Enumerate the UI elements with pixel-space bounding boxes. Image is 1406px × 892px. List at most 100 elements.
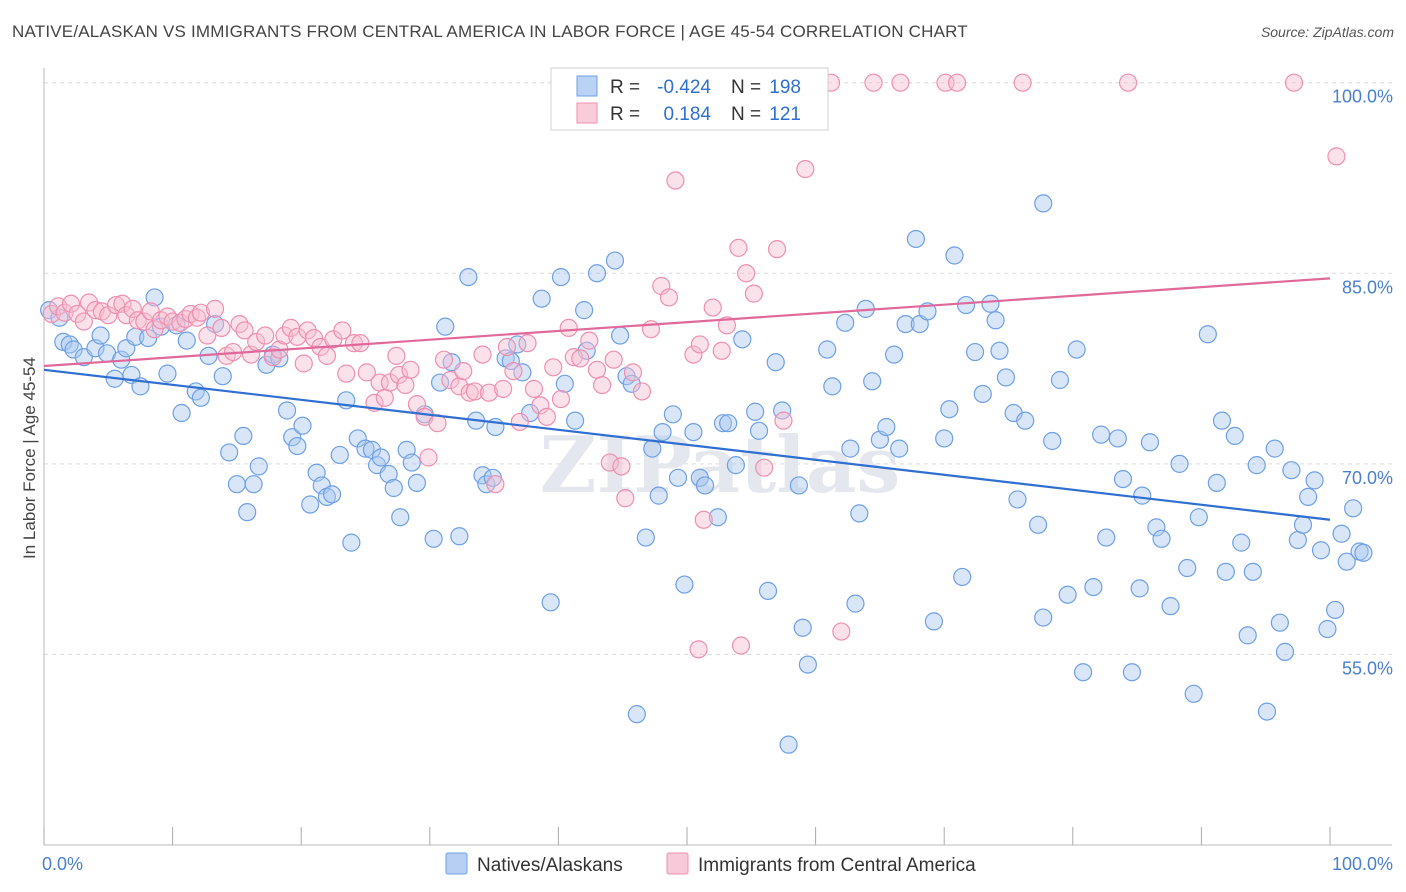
native-point-143	[1016, 411, 1035, 430]
native-point-92	[653, 422, 672, 442]
immigrant-point-42	[298, 321, 317, 340]
immigrant-point-111	[767, 240, 787, 259]
native-point-173	[1238, 626, 1257, 645]
native-point-94	[668, 468, 688, 487]
native-point-135	[965, 342, 985, 362]
native-point-111	[793, 618, 812, 637]
native-point-190	[1344, 499, 1363, 518]
y-tick-label-0: 100.0%	[1332, 87, 1393, 107]
native-point-106	[758, 581, 778, 601]
immigrant-point-64	[434, 350, 454, 369]
native-point-118	[850, 504, 869, 523]
native-point-184	[1305, 471, 1324, 490]
native-point-31	[244, 475, 263, 494]
x-tick-label-right: 100.0%	[1332, 854, 1393, 874]
immigrant-point-81	[544, 358, 563, 377]
immigrant-point-2	[55, 303, 74, 322]
native-point-32	[249, 457, 268, 476]
native-point-176	[1257, 702, 1277, 721]
native-point-179	[1275, 642, 1295, 661]
native-point-113	[818, 340, 837, 359]
native-point-20	[172, 403, 191, 423]
native-point-58	[407, 473, 427, 493]
native-point-124	[890, 439, 909, 458]
y-tick-label-1: 85.0%	[1342, 277, 1393, 297]
native-point-57	[402, 453, 421, 472]
immigrant-point-45	[317, 346, 337, 365]
native-point-47	[342, 533, 361, 552]
immigrant-point-25	[191, 303, 210, 322]
immigrant-point-122	[1118, 73, 1138, 92]
native-point-44	[322, 485, 342, 504]
native-point-23	[191, 388, 210, 407]
native-point-174	[1243, 562, 1262, 581]
immigrant-point-124	[1327, 147, 1346, 166]
immigrant-point-102	[694, 510, 713, 529]
native-point-65	[459, 267, 478, 287]
native-point-18	[158, 364, 177, 383]
legend-label-0: Natives/Alaskans	[477, 855, 623, 876]
immigrant-point-28	[212, 318, 231, 338]
native-point-175	[1247, 456, 1266, 475]
immigrant-point-114	[796, 159, 815, 179]
native-point-7	[91, 326, 110, 345]
immigrant-point-9	[99, 306, 118, 325]
native-point-180	[1282, 461, 1301, 480]
native-point-89	[636, 528, 655, 547]
native-point-185	[1311, 541, 1331, 560]
native-point-132	[945, 246, 964, 265]
immigrant-point-118	[891, 73, 910, 92]
native-point-155	[1113, 469, 1133, 489]
stats-n-label-0: N =	[731, 77, 761, 98]
native-point-142	[1008, 490, 1027, 509]
immigrant-point-117	[864, 73, 883, 92]
native-point-159	[1140, 433, 1160, 452]
immigrant-point-120	[947, 73, 967, 92]
immigrant-point-74	[497, 337, 517, 357]
immigrant-point-88	[593, 375, 612, 395]
immigrant-point-58	[396, 375, 415, 395]
immigrant-point-17	[145, 320, 164, 339]
stats-swatch-1	[576, 102, 598, 124]
immigrant-point-0	[42, 304, 61, 324]
native-point-160	[1147, 518, 1166, 537]
native-point-53	[379, 464, 398, 484]
native-point-55	[391, 508, 410, 527]
immigrant-point-108	[737, 264, 756, 283]
native-point-116	[841, 439, 860, 458]
immigrant-point-83	[559, 318, 578, 338]
native-point-125	[896, 314, 915, 334]
native-point-100	[713, 414, 733, 433]
immigrant-point-79	[531, 396, 550, 415]
native-point-130	[935, 429, 954, 448]
native-point-120	[863, 372, 882, 391]
stats-n-value-0: 198	[769, 77, 801, 98]
native-point-104	[746, 402, 765, 421]
native-point-153	[1097, 528, 1116, 547]
immigrant-point-14	[128, 311, 147, 330]
legend-label-1: Immigrants from Central America	[698, 855, 976, 876]
trend-line-1	[43, 277, 1331, 368]
native-point-162	[1161, 597, 1180, 616]
immigrant-point-98	[666, 171, 685, 190]
native-point-101	[719, 414, 738, 433]
native-point-105	[749, 421, 769, 440]
immigrant-point-90	[604, 350, 623, 369]
immigrant-point-76	[510, 412, 529, 432]
legend-swatch-1	[666, 852, 689, 875]
immigrant-point-73	[494, 379, 513, 398]
native-point-183	[1299, 487, 1318, 506]
native-point-134	[956, 295, 976, 315]
immigrant-point-13	[123, 299, 142, 318]
native-point-43	[317, 487, 337, 506]
immigrant-point-3	[61, 294, 81, 313]
native-point-164	[1178, 558, 1197, 578]
native-point-151	[1084, 577, 1103, 597]
immigrant-point-123	[1284, 73, 1304, 92]
bottom-legend: Natives/Alaskans Immigrants from Central …	[445, 852, 976, 876]
native-point-83	[587, 264, 607, 283]
stats-n-value-1: 121	[769, 104, 801, 125]
native-point-167	[1198, 325, 1217, 344]
immigrant-point-106	[729, 238, 748, 257]
immigrant-point-92	[616, 489, 635, 508]
